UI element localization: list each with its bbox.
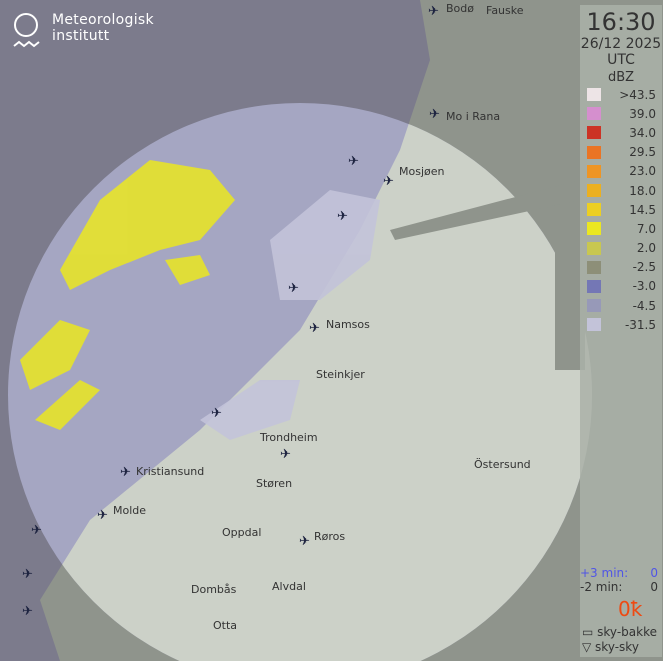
lightning-count: 0ꝁ — [618, 597, 642, 621]
legend-sky-sky: ▽ sky-sky — [582, 640, 639, 654]
legend-value: 23.0 — [629, 164, 656, 179]
airport-icon: ✈ — [120, 465, 131, 480]
color-swatch — [587, 184, 601, 198]
logo-icon — [13, 13, 40, 48]
legend-value: 34.0 — [629, 125, 656, 140]
color-swatch — [587, 145, 601, 159]
airport-icon: ✈ — [428, 4, 439, 19]
met-logo[interactable]: Meteorologisk institutt — [12, 12, 154, 52]
legend-sky-bakke: ▭ sky-bakke — [582, 625, 657, 639]
time: 16:30 — [586, 8, 656, 36]
airport-icon: ✈ — [348, 154, 359, 169]
color-swatch — [587, 107, 601, 121]
sky-bakke-label: sky-bakke — [597, 625, 657, 639]
sky-sky-label: sky-sky — [595, 640, 639, 654]
unit-label: dBZ — [607, 70, 635, 85]
city-label: Fauske — [486, 4, 524, 17]
city-label: Røros — [314, 530, 346, 543]
legend-panel: 16:30 26/12 2025 UTC dBZ >43.5 39.0 34.0 29… — [580, 5, 662, 657]
color-swatch — [587, 88, 601, 102]
plus3-value: 0 — [650, 566, 658, 580]
color-swatch — [587, 203, 601, 217]
city-label: Steinkjer — [316, 368, 365, 381]
color-swatch — [587, 260, 601, 274]
legend-value: >43.5 — [619, 87, 656, 102]
legend-row: 2.0 — [580, 239, 662, 258]
color-swatch — [587, 164, 601, 178]
airport-icon: ✈ — [31, 523, 42, 538]
date: 26/12 2025 — [580, 36, 662, 52]
city-label: Otta — [213, 619, 238, 632]
city-label: Namsos — [326, 318, 370, 331]
minus2-row: -2 min: 0 — [580, 580, 658, 594]
airport-icon: ✈ — [97, 508, 108, 523]
airport-icon: ✈ — [288, 281, 299, 296]
airport-icon: ✈ — [211, 406, 222, 421]
legend-value: -3.0 — [632, 279, 656, 294]
legend-row: -2.5 — [580, 258, 662, 277]
color-swatch — [587, 318, 601, 332]
airport-icon: ✈ — [309, 321, 320, 336]
airport-icon: ✈ — [429, 107, 440, 122]
city-label: Mosjøen — [399, 165, 445, 178]
legend-row: 7.0 — [580, 219, 662, 238]
legend-row: 14.5 — [580, 200, 662, 219]
city-label: Alvdal — [272, 580, 306, 593]
city-label: Bodø — [446, 2, 474, 15]
legend-row: -4.5 — [580, 296, 662, 315]
color-swatch — [587, 299, 601, 313]
lightning-icon: ꝁ — [630, 597, 643, 621]
plus3-row: +3 min: 0 — [580, 566, 658, 580]
minus2-value: 0 — [650, 580, 658, 594]
legend-row: 29.5 — [580, 143, 662, 162]
color-swatch — [587, 279, 601, 293]
city-label: Oppdal — [222, 526, 262, 539]
airport-icon: ✈ — [337, 209, 348, 224]
legend-row: 23.0 — [580, 162, 662, 181]
minus2-label: -2 min: — [580, 580, 623, 594]
logo-line2: institutt — [52, 28, 110, 44]
plus3-label: +3 min: — [580, 566, 629, 580]
legend-value: -31.5 — [624, 317, 656, 332]
city-label: Støren — [256, 477, 293, 490]
airport-icon: ✈ — [280, 447, 291, 462]
airport-icon: ✈ — [22, 567, 33, 582]
legend-row: >43.5 — [580, 85, 662, 104]
airport-icon: ✈ — [22, 604, 33, 619]
legend-row: 34.0 — [580, 123, 662, 142]
precipitation-echoes — [20, 160, 235, 430]
color-swatch — [587, 241, 601, 255]
city-label: Mo i Rana — [446, 110, 501, 123]
city-label: Östersund — [474, 458, 531, 471]
legend-row: -31.5 — [580, 315, 662, 334]
legend-value: -2.5 — [632, 260, 656, 275]
legend-value: 7.0 — [636, 221, 656, 236]
color-swatch — [587, 222, 601, 236]
lightning-count-value: 0 — [618, 597, 631, 621]
legend-value: 2.0 — [636, 241, 656, 256]
airport-icon: ✈ — [383, 174, 394, 189]
city-label: Trondheim — [260, 431, 318, 444]
legend-value: 18.0 — [629, 183, 656, 198]
city-label: Dombås — [191, 583, 237, 596]
legend-value: 39.0 — [629, 106, 656, 121]
legend-value: 14.5 — [629, 202, 656, 217]
city-label: Molde — [113, 504, 147, 517]
logo-line1: Meteorologisk — [52, 12, 154, 28]
legend-row: 18.0 — [580, 181, 662, 200]
airport-icon: ✈ — [299, 534, 310, 549]
city-label: Kristiansund — [136, 465, 205, 478]
timezone: UTC — [607, 52, 635, 68]
legend-value: -4.5 — [632, 298, 656, 313]
legend-row: 39.0 — [580, 104, 662, 123]
legend-row: -3.0 — [580, 277, 662, 296]
legend-value: 29.5 — [629, 145, 656, 160]
color-swatch — [587, 126, 601, 140]
